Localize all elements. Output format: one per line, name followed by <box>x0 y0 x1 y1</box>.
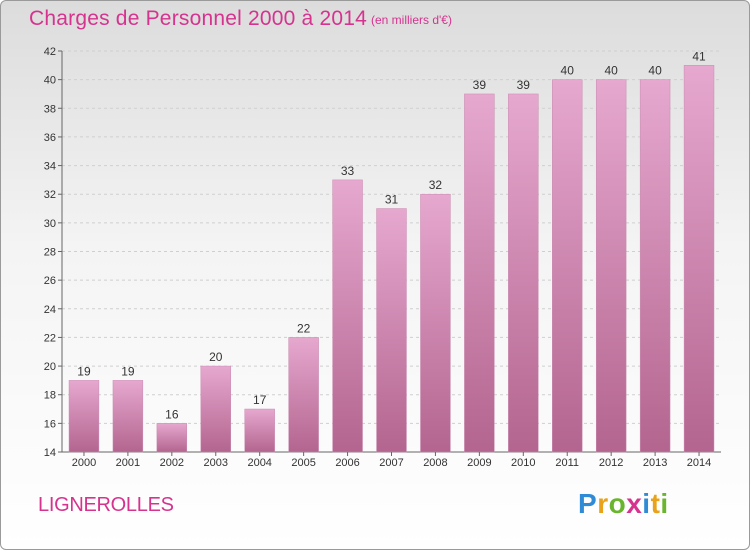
bar-value-label: 16 <box>165 407 179 421</box>
bar-value-label: 33 <box>341 164 355 178</box>
brand-letter: o <box>608 488 627 519</box>
x-tick-label: 2001 <box>116 457 140 469</box>
bar <box>552 79 583 453</box>
y-tick-label: 14 <box>44 447 56 459</box>
bar <box>464 93 495 453</box>
bar-value-label: 19 <box>121 364 135 378</box>
x-tick-label: 2000 <box>72 457 96 469</box>
y-tick-label: 32 <box>44 189 56 201</box>
x-tick-label: 2013 <box>643 457 667 469</box>
x-tick-label: 2014 <box>687 457 711 469</box>
y-tick-label: 18 <box>44 390 56 402</box>
bar <box>68 380 100 453</box>
y-tick-label: 36 <box>44 132 56 144</box>
brand-letter: P <box>578 488 598 519</box>
y-tick-label: 42 <box>44 46 56 58</box>
bar <box>639 79 671 453</box>
y-tick-label: 22 <box>44 332 56 344</box>
x-tick-label: 2004 <box>247 457 271 469</box>
bar <box>112 380 144 453</box>
bar-value-label: 17 <box>253 393 267 407</box>
brand-letter: x <box>626 488 643 519</box>
x-tick-label: 2011 <box>555 457 579 469</box>
y-tick-label: 20 <box>44 361 56 373</box>
y-tick-label: 28 <box>44 247 56 259</box>
brand-letter: i <box>642 488 651 519</box>
bar-value-label: 22 <box>297 321 311 335</box>
x-tick-label: 2007 <box>379 457 403 469</box>
bar-value-label: 39 <box>517 78 531 92</box>
bar-value-label: 31 <box>385 193 399 207</box>
brand-letter: t <box>650 488 661 519</box>
bar <box>288 337 319 453</box>
x-tick-label: 2009 <box>467 457 491 469</box>
chart-title: Charges de Personnel 2000 à 2014 <box>29 7 367 30</box>
bar-value-label: 40 <box>648 64 662 78</box>
y-tick-label: 24 <box>44 304 56 316</box>
bar <box>376 208 407 453</box>
bar <box>595 79 627 453</box>
bar-value-label: 40 <box>561 64 575 78</box>
x-tick-label: 2006 <box>335 457 359 469</box>
x-tick-label: 2003 <box>204 457 228 469</box>
x-tick-label: 2008 <box>423 457 447 469</box>
town-name: LIGNEROLLES <box>38 494 174 516</box>
bar <box>332 179 363 453</box>
x-tick-label: 2005 <box>291 457 315 469</box>
brand-letter: r <box>597 488 609 519</box>
bar <box>156 423 188 453</box>
y-tick-label: 30 <box>44 218 56 230</box>
bar <box>200 365 231 453</box>
y-tick-label: 26 <box>44 275 56 287</box>
y-tick-label: 38 <box>44 103 56 115</box>
bar-value-label: 41 <box>692 49 706 63</box>
bar <box>508 93 539 453</box>
brand-letter: i <box>660 488 669 519</box>
bar <box>683 65 715 453</box>
bar-value-label: 19 <box>77 364 91 378</box>
y-tick-label: 34 <box>44 161 56 173</box>
bar-value-label: 40 <box>604 64 618 78</box>
chart-subtitle: (en milliers d'€) <box>371 13 452 27</box>
x-tick-label: 2010 <box>511 457 535 469</box>
y-tick-label: 16 <box>44 418 56 430</box>
bar <box>244 408 275 453</box>
x-tick-label: 2002 <box>160 457 184 469</box>
bar-value-label: 32 <box>429 178 443 192</box>
bar-value-label: 39 <box>473 78 487 92</box>
bar-value-label: 20 <box>209 350 223 364</box>
y-tick-label: 40 <box>44 75 56 87</box>
x-tick-label: 2012 <box>599 457 623 469</box>
proxiti-logo: Proxiti <box>578 488 669 520</box>
bar <box>420 193 451 453</box>
